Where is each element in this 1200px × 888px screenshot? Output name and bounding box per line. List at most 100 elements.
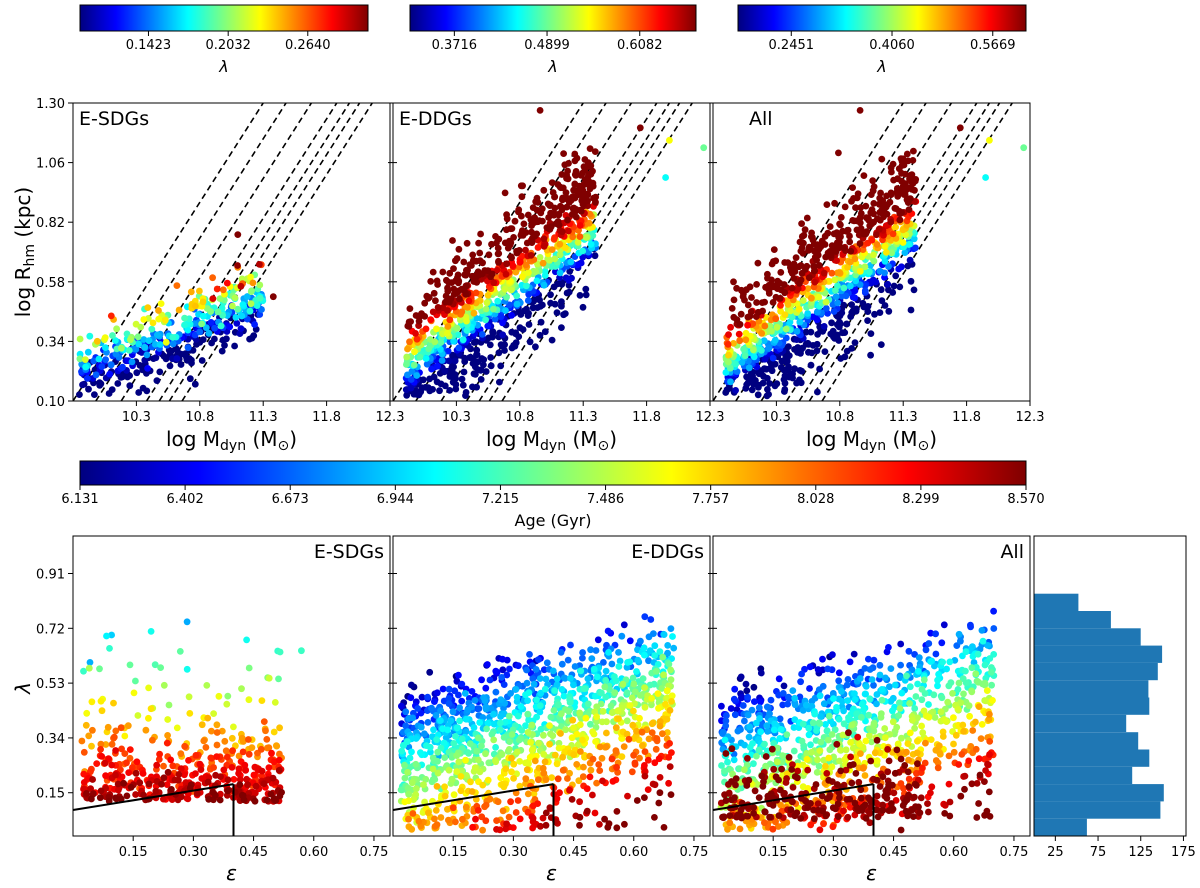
data-point bbox=[406, 754, 414, 762]
data-point bbox=[768, 327, 775, 335]
data-point bbox=[221, 737, 229, 745]
data-point bbox=[446, 373, 454, 380]
data-point bbox=[103, 632, 110, 640]
data-point bbox=[512, 330, 519, 338]
data-point bbox=[722, 369, 730, 376]
data-point bbox=[832, 293, 840, 300]
data-point bbox=[210, 710, 218, 717]
data-point bbox=[601, 683, 609, 691]
data-point bbox=[499, 807, 507, 815]
data-point bbox=[731, 711, 739, 719]
data-point bbox=[754, 308, 762, 316]
data-point bbox=[737, 310, 745, 318]
data-point bbox=[121, 732, 129, 740]
data-point bbox=[804, 339, 812, 347]
data-point bbox=[451, 371, 459, 379]
data-point bbox=[967, 623, 974, 631]
data-point bbox=[735, 330, 743, 338]
data-point bbox=[744, 321, 751, 329]
virial-guide-line bbox=[501, 103, 693, 401]
data-point bbox=[236, 781, 244, 789]
data-point bbox=[412, 760, 420, 768]
data-point bbox=[213, 285, 221, 293]
data-point bbox=[648, 729, 656, 736]
data-point bbox=[794, 285, 802, 292]
data-point bbox=[575, 777, 583, 785]
data-point bbox=[885, 644, 892, 651]
data-point bbox=[727, 378, 734, 386]
data-point bbox=[104, 723, 112, 731]
data-point bbox=[647, 616, 655, 623]
data-point bbox=[641, 704, 649, 711]
data-point bbox=[518, 193, 526, 201]
data-point bbox=[612, 747, 620, 754]
data-point bbox=[80, 779, 88, 786]
data-point bbox=[648, 695, 656, 702]
data-point bbox=[470, 370, 478, 378]
data-point bbox=[826, 248, 834, 255]
data-point bbox=[446, 316, 454, 324]
data-point bbox=[514, 712, 522, 720]
data-point bbox=[432, 807, 440, 814]
data-point bbox=[854, 190, 862, 198]
data-point bbox=[253, 302, 261, 309]
data-point bbox=[637, 637, 644, 645]
data-point bbox=[548, 336, 556, 344]
data-point bbox=[493, 817, 500, 824]
data-point bbox=[843, 681, 851, 689]
data-point bbox=[668, 692, 676, 700]
data-point bbox=[877, 341, 885, 348]
data-point bbox=[243, 775, 251, 783]
data-point bbox=[792, 254, 800, 261]
data-point bbox=[487, 362, 495, 370]
data-point bbox=[164, 732, 172, 739]
data-point bbox=[902, 231, 909, 239]
data-point bbox=[741, 766, 748, 774]
data-point bbox=[176, 648, 184, 655]
data-point bbox=[894, 175, 901, 183]
data-point bbox=[837, 214, 845, 221]
data-point bbox=[452, 257, 459, 265]
data-point bbox=[798, 220, 805, 228]
data-point bbox=[764, 386, 771, 393]
data-point bbox=[477, 230, 484, 238]
data-point bbox=[265, 674, 273, 682]
data-point bbox=[462, 756, 469, 764]
data-point bbox=[596, 743, 604, 751]
data-point bbox=[216, 796, 224, 804]
data-point bbox=[108, 386, 116, 393]
data-point bbox=[536, 702, 544, 709]
data-point bbox=[196, 287, 203, 295]
data-point bbox=[183, 618, 191, 626]
data-point bbox=[251, 797, 259, 805]
data-point bbox=[421, 730, 428, 738]
data-point bbox=[793, 327, 801, 335]
data-point bbox=[500, 341, 508, 348]
data-point bbox=[484, 719, 492, 727]
data-point bbox=[516, 815, 524, 823]
data-point bbox=[540, 242, 548, 250]
data-point bbox=[778, 357, 786, 365]
data-point bbox=[398, 702, 405, 710]
data-point bbox=[557, 730, 564, 737]
data-point bbox=[449, 708, 457, 716]
data-point bbox=[458, 308, 466, 316]
data-point bbox=[574, 741, 582, 749]
data-point bbox=[742, 336, 750, 344]
data-point bbox=[822, 721, 829, 728]
data-point bbox=[744, 711, 752, 719]
data-point bbox=[814, 388, 821, 396]
data-point bbox=[480, 361, 487, 369]
data-point bbox=[444, 805, 451, 813]
data-point bbox=[891, 204, 899, 212]
data-point bbox=[755, 383, 762, 391]
data-point bbox=[238, 734, 246, 742]
data-point bbox=[476, 249, 484, 257]
data-point bbox=[844, 263, 851, 271]
data-point bbox=[452, 818, 459, 826]
data-point bbox=[450, 265, 457, 272]
data-point bbox=[861, 690, 869, 698]
data-point bbox=[645, 657, 652, 665]
data-point bbox=[455, 758, 463, 766]
data-point bbox=[543, 659, 551, 667]
